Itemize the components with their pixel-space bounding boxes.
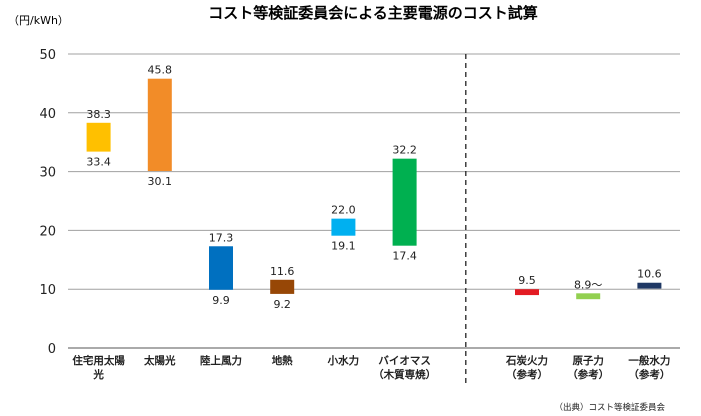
high-value-label: 8.9～ <box>574 278 603 291</box>
category-label: 小水力 <box>327 354 360 367</box>
low-value-label: 33.4 <box>86 156 111 169</box>
low-value-label: 9.9 <box>212 294 230 307</box>
category-label: 陸上風力 <box>200 354 242 367</box>
chart-title: コスト等検証委員会による主要電源のコスト試算 <box>208 4 538 22</box>
y-tick-label: 10 <box>39 283 56 298</box>
range-bar <box>270 279 295 294</box>
category-label: 光 <box>92 368 104 381</box>
range-bar <box>331 218 356 236</box>
low-value-label: 9.2 <box>273 298 291 311</box>
category-label: バイオマス <box>378 355 431 367</box>
range-bar <box>576 293 601 300</box>
y-tick-label: 50 <box>39 48 56 63</box>
low-value-label: 17.4 <box>392 250 417 263</box>
category-label: 住宅用太陽 <box>72 354 125 367</box>
y-tick-label: 40 <box>39 107 56 122</box>
high-value-label: 45.8 <box>148 64 173 77</box>
category-label: 太陽光 <box>143 354 176 367</box>
category-label: （参考） <box>628 368 670 381</box>
category-label: （参考） <box>567 368 609 381</box>
category-label: 石炭火力 <box>505 354 548 367</box>
low-value-label: 30.1 <box>148 175 173 188</box>
high-value-label: 11.6 <box>270 265 295 278</box>
high-value-label: 22.0 <box>331 204 356 217</box>
y-tick-label: 30 <box>39 166 56 181</box>
range-bar <box>392 158 417 246</box>
y-tick-label: 0 <box>48 342 56 357</box>
category-label: （参考） <box>506 368 548 381</box>
high-value-label: 38.3 <box>86 108 111 121</box>
low-value-label: 19.1 <box>331 240 356 253</box>
source-note: （出典）コスト等検証委員会 <box>554 402 665 413</box>
high-value-label: 17.3 <box>209 231 234 244</box>
category-label: 地熱 <box>272 354 293 367</box>
category-label: （木質専焼） <box>373 368 436 381</box>
range-bars <box>86 78 662 300</box>
range-bar <box>515 289 539 296</box>
category-label: 原子力 <box>572 354 604 367</box>
value-labels: 38.3 33.4 45.8 30.1 17.3 9.9 11.6 9.2 22.0 19.1 32… <box>86 64 661 311</box>
range-bar <box>637 282 662 289</box>
y-axis-ticks: 0 10 20 30 40 50 <box>39 48 56 357</box>
range-bar <box>209 246 233 290</box>
y-axis-unit-label: （円/kWh） <box>8 14 69 27</box>
high-value-label: 10.6 <box>637 268 662 281</box>
range-bar <box>147 78 172 172</box>
y-tick-label: 20 <box>39 224 56 239</box>
range-bar <box>86 122 111 152</box>
high-value-label: 9.5 <box>518 274 536 287</box>
high-value-label: 32.2 <box>392 144 417 157</box>
category-label: 一般水力 <box>628 354 670 367</box>
